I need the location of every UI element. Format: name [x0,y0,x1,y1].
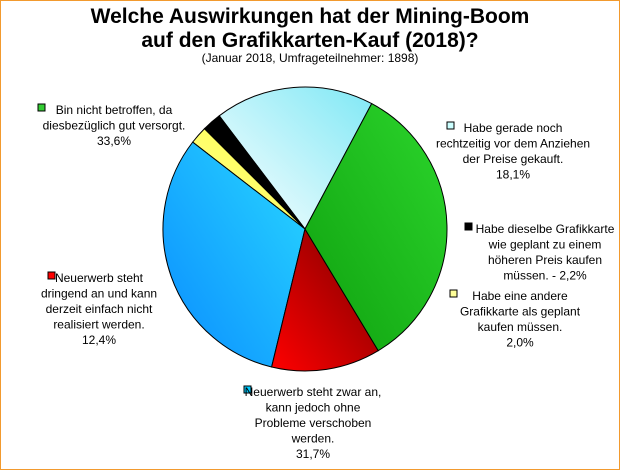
slice-label-2: Habe dieselbe Grafikkarte wie geplant zu … [476,222,615,283]
slice-label-1-line-3: der Preise gekauft. [463,152,564,166]
slice-label-5-line-4: realisiert werden. [53,318,144,332]
pie-slice-6 [304,102,448,352]
slice-label-1-line-1: Habe gerade noch [464,121,563,135]
slice-label-6: Bin nicht betroffen, da diesbezüglich gut… [43,103,186,148]
slice-label-6-line-1: Bin nicht betroffen, da [56,103,173,117]
slice-label-4-line-3: Probleme verschoben [255,416,372,430]
slice-label-3: Habe eine andere Grafikkarte als geplant k… [460,289,581,350]
chart-title-line-1: Welche Auswirkungen hat der Mining-Boom [90,5,530,28]
slice-label-5-line-3: derzeit einfach nicht [46,302,153,316]
pie-slice-4 [162,141,306,368]
slice-label-3-line-3: kaufen müssen. [478,320,563,334]
slice-label-6-line-3: 33,6% [97,134,131,148]
chart-title-line-2: auf den Grafikkarten-Kauf (2018)? [141,29,479,52]
slice-label-3-line-2: Grafikkarte als geplant [460,305,581,319]
pie-slice-1 [218,86,373,230]
slice-label-1-line-4: 18,1% [496,168,530,182]
legend-swatch-4 [243,385,252,394]
slice-label-2-line-3: höheren Preis kaufen [488,253,602,267]
legend-swatch-1 [446,121,455,130]
legend-swatch-3 [449,289,458,298]
slice-label-4: Neuerwerb steht zwar an, kann jedoch ohne… [245,385,382,461]
slice-label-2-line-1: Habe dieselbe Grafikkarte [476,222,615,236]
pie-slice-5 [271,227,379,372]
slice-label-4-line-2: kann jedoch ohne [266,401,361,415]
slice-label-4-line-1: Neuerwerb steht zwar an, [245,385,382,399]
slice-label-5-line-1: Neuerwerb steht [55,271,144,285]
legend-swatch-6 [37,103,46,112]
slice-label-4-line-4: werden. [291,432,335,446]
chart-subtitle: (Januar 2018, Umfrageteilnehmer: 1898) [201,51,419,65]
slice-label-5-line-2: dringend an und kann [41,287,157,301]
slice-label-1: Habe gerade noch rechtzeitig vor dem Anzi… [436,121,590,182]
slice-label-6-line-2: diesbezüglich gut versorgt. [43,119,186,133]
slice-label-5: Neuerwerb steht dringend an und kann derze… [41,271,157,347]
slice-label-3-line-4: 2,0% [506,336,534,350]
slice-label-2-line-2: wie geplant zu einem [488,238,602,252]
slice-label-4-line-5: 31,7% [296,447,330,461]
slice-label-3-line-1: Habe eine andere [472,289,568,303]
slice-label-5-line-5: 12,4% [82,333,116,347]
legend-swatch-5 [47,271,56,280]
legend-swatch-2 [464,222,473,231]
slice-label-1-line-2: rechtzeitig vor dem Anziehen [436,137,590,151]
slice-label-2-line-4: müssen. - 2,2% [503,269,587,283]
